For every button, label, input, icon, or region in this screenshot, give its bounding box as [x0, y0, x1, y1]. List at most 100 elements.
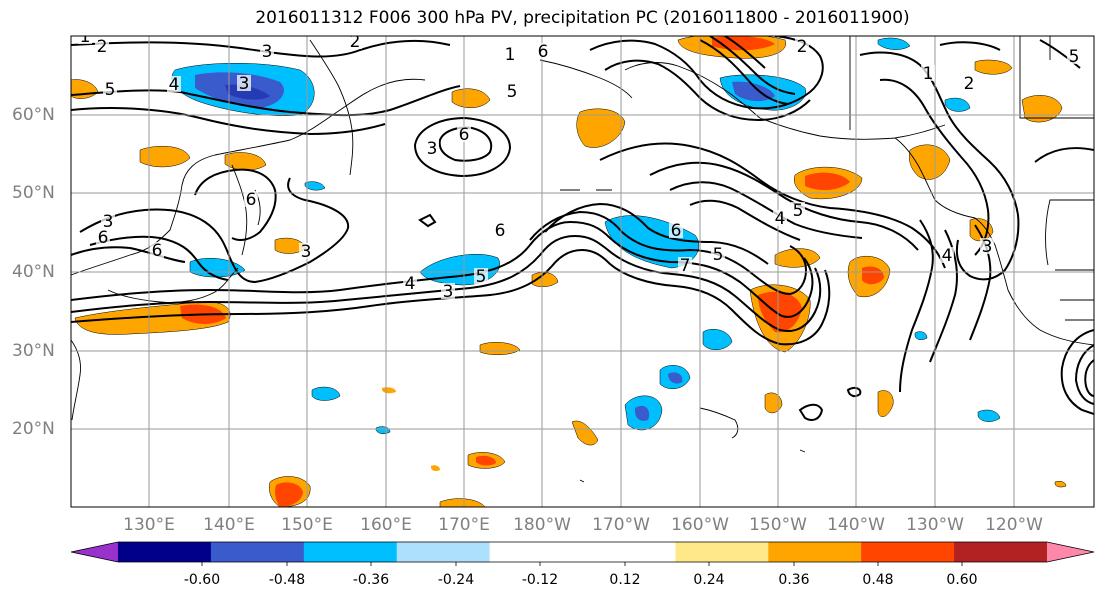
colorbar-segment: [210, 542, 305, 562]
contour-label: 4: [942, 246, 953, 266]
lon-label-130e: 130°E: [123, 515, 175, 535]
contour-label-bg: [299, 243, 313, 259]
contour-label: 3: [427, 139, 438, 159]
contour-label: 5: [105, 80, 116, 100]
contour-label: 3: [103, 212, 114, 232]
lon-label-150e: 150°E: [281, 515, 333, 535]
contour-label-bg: [441, 283, 455, 299]
lon-label-170w: 170°W: [592, 515, 650, 535]
lat-label-60: 60°N: [12, 105, 55, 125]
colorbar-tick-label: 0.12: [609, 572, 641, 588]
contour-label-bg: [425, 140, 439, 156]
contour-label-bg: [457, 126, 471, 142]
contour-label: 6: [671, 221, 682, 241]
contour-label-bg: [1067, 48, 1081, 64]
contour-label: 5: [476, 267, 487, 287]
contour-label: 6: [98, 228, 109, 248]
contour-label-bg: [260, 43, 274, 59]
lon-label-130w: 130°W: [906, 515, 964, 535]
contour-label-bg: [962, 75, 976, 91]
colorbar-extend-low: [71, 542, 118, 562]
colorbar-extend-high: [1047, 542, 1094, 562]
colorbar-segment: [489, 542, 583, 562]
contour-label-bg: [773, 210, 787, 226]
colorbar-tick-label: 0.24: [693, 572, 725, 588]
contour-label: 2: [350, 32, 361, 52]
contour-label: 2: [797, 37, 808, 57]
colorbar-tick-label: -0.24: [437, 572, 475, 588]
contour-label: 6: [495, 221, 506, 241]
contour-label: 1: [923, 64, 934, 84]
contour-label-bg: [474, 268, 488, 284]
contour-label-bg: [711, 246, 725, 262]
contour-label-bg: [921, 65, 935, 81]
contour-label: 6: [459, 125, 470, 145]
contour-label-bg: [669, 222, 683, 238]
colorbar-segment: [582, 542, 676, 562]
contour-label-bg: [791, 202, 805, 218]
contour-label-bg: [980, 238, 994, 254]
colorbar-tick-label: -0.48: [268, 572, 306, 588]
lon-label-170e: 170°E: [438, 515, 490, 535]
contour-label-bg: [536, 43, 550, 59]
contour-label: 6: [538, 42, 549, 62]
colorbar-segment: [954, 542, 1048, 562]
contour-label-bg: [678, 257, 692, 273]
lon-label-150w: 150°W: [749, 515, 807, 535]
lon-label-140w: 140°W: [827, 515, 885, 535]
contour-label: 3: [239, 74, 250, 94]
contour-label: 4: [405, 274, 416, 294]
contour-label: 5: [793, 201, 804, 221]
contour-label-bg: [96, 229, 110, 245]
contour-label: 5: [1069, 47, 1080, 67]
contour-label-bg: [403, 275, 417, 291]
contour-label: 4: [775, 209, 786, 229]
contour-label-bg: [103, 81, 117, 97]
contour-label-bg: [503, 46, 517, 62]
lon-label-120w: 120°W: [985, 515, 1043, 535]
contour-label-bg: [493, 222, 507, 238]
contour-label: 5: [713, 245, 724, 265]
colorbar-tick-label: -0.36: [352, 572, 390, 588]
lon-label-160e: 160°E: [360, 515, 412, 535]
contour-label-bg: [505, 83, 519, 99]
contour-label-bg: [795, 38, 809, 54]
contour-label-bg: [95, 38, 109, 54]
contour-label: 3: [301, 242, 312, 262]
colorbar-tick-label: -0.60: [183, 572, 221, 588]
contour-label: 2: [964, 74, 975, 94]
colorbar-tick-label: 0.48: [862, 572, 894, 588]
lon-label-180w: 180°W: [513, 515, 571, 535]
contour-label: 1: [80, 27, 91, 47]
map-frame: [70, 35, 1095, 508]
colorbar-tick-label: -0.12: [521, 572, 559, 588]
contour-label: 6: [152, 241, 163, 261]
colorbar-tick-label: 0.36: [778, 572, 810, 588]
colorbar-segment: [861, 542, 955, 562]
colorbar-outline: [70, 541, 1095, 563]
colorbar: [70, 541, 1095, 566]
lat-label-50: 50°N: [12, 183, 55, 203]
colorbar-segment: [768, 542, 862, 562]
lon-label-160w: 160°W: [671, 515, 729, 535]
contour-label-bg: [150, 242, 164, 258]
precip-anomaly-layer: [71, 36, 1067, 507]
colorbar-segment: [675, 542, 769, 562]
lat-label-40: 40°N: [12, 262, 55, 282]
contour-label-bg: [940, 247, 954, 263]
colorbar-segment: [303, 542, 398, 562]
contour-label: 2: [97, 37, 108, 57]
contour-label-bg: [167, 76, 181, 92]
pv-contour-layer: [71, 36, 1094, 421]
contour-label-bg: [101, 213, 115, 229]
contour-label: 5: [507, 82, 518, 102]
contour-label-bg: [348, 36, 362, 49]
contour-label: 6: [246, 190, 257, 210]
colorbar-tick-label: 0.60: [946, 572, 978, 588]
colorbar-segment: [396, 542, 491, 562]
contour-label-bg: [237, 75, 251, 91]
colorbar-segment: [118, 542, 212, 562]
lat-label-30: 30°N: [12, 341, 55, 361]
